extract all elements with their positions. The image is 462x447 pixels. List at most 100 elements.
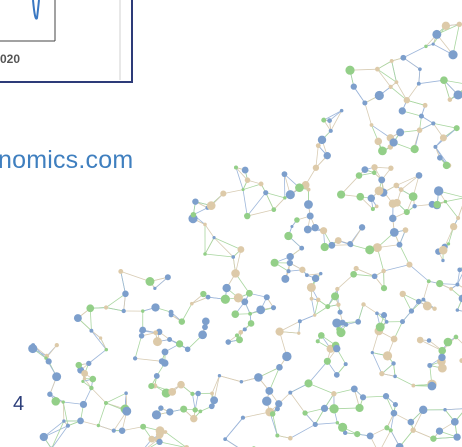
network-node — [199, 410, 203, 414]
network-node — [441, 259, 444, 262]
network-link — [290, 424, 315, 438]
network-node — [351, 83, 357, 89]
network-node — [46, 358, 52, 364]
network-node — [356, 172, 363, 179]
network-node — [86, 361, 91, 366]
network-node — [318, 136, 326, 144]
network-node — [122, 291, 129, 298]
network-node — [375, 67, 380, 72]
network-node — [375, 186, 384, 195]
network-link — [312, 299, 315, 315]
network-node — [307, 283, 316, 292]
network-node — [177, 381, 185, 389]
network-node — [146, 277, 155, 286]
network-node — [321, 118, 326, 123]
network-node — [340, 109, 344, 113]
network-node — [423, 302, 432, 311]
network-node — [372, 273, 378, 279]
network-node — [379, 371, 384, 376]
network-node — [202, 324, 208, 330]
network-node — [381, 269, 386, 274]
network-link — [400, 245, 410, 265]
network-node — [244, 213, 250, 219]
network-node — [403, 227, 409, 233]
network-node — [81, 370, 88, 377]
network-node — [320, 227, 327, 234]
network-node — [394, 183, 400, 189]
network-node — [431, 121, 435, 125]
network-node — [423, 103, 428, 108]
network-node — [81, 380, 84, 383]
network-link — [384, 265, 410, 271]
network-node — [222, 284, 230, 292]
network-node — [190, 302, 194, 306]
network-node — [263, 190, 268, 195]
network-node — [290, 225, 293, 228]
network-node — [262, 397, 271, 406]
network-node — [192, 407, 197, 412]
network-node — [80, 401, 87, 408]
network-node — [400, 319, 405, 324]
network-node — [158, 405, 163, 410]
network-link — [309, 383, 334, 393]
network-node — [307, 213, 314, 220]
network-node — [416, 299, 422, 305]
network-node — [304, 200, 313, 209]
network-link — [403, 46, 426, 57]
network-link — [91, 331, 106, 350]
network-node — [203, 223, 207, 227]
network-node — [122, 407, 131, 416]
network-node — [336, 303, 340, 307]
network-node — [436, 280, 443, 287]
network-node — [336, 421, 340, 425]
network-node — [344, 322, 348, 326]
network-node — [148, 436, 155, 443]
network-node — [381, 312, 387, 318]
network-node — [286, 253, 293, 260]
network-node — [51, 397, 60, 406]
network-node — [319, 272, 322, 275]
network-node — [331, 292, 339, 300]
network-link — [98, 425, 113, 430]
network-link — [409, 265, 428, 282]
network-node — [329, 404, 338, 413]
network-node — [167, 337, 172, 342]
network-node — [451, 418, 459, 426]
network-link — [300, 315, 315, 321]
network-node — [298, 319, 302, 323]
network-node — [454, 335, 459, 340]
network-node — [313, 422, 318, 427]
network-node — [248, 312, 252, 316]
network-node — [271, 207, 276, 212]
network-node — [218, 374, 221, 377]
network-node — [389, 215, 396, 222]
network-node — [122, 309, 126, 313]
network-node — [432, 30, 441, 39]
network-node — [243, 327, 247, 331]
network-link — [377, 61, 391, 69]
network-node — [265, 387, 273, 395]
network-node — [299, 267, 305, 273]
network-link — [365, 103, 372, 125]
network-node — [316, 339, 320, 343]
network-node — [225, 339, 231, 345]
network-node — [176, 340, 183, 347]
network-node — [428, 382, 437, 391]
network-node — [220, 191, 226, 197]
network-link — [121, 271, 126, 293]
network-node — [381, 285, 387, 291]
network-node — [378, 176, 385, 183]
network-node — [287, 260, 293, 266]
network-node — [185, 346, 191, 352]
network-node — [307, 188, 311, 192]
network-node — [97, 424, 100, 427]
network-link — [433, 123, 456, 128]
network-link — [377, 69, 390, 87]
network-node — [271, 305, 276, 310]
network-node — [168, 388, 176, 396]
network-node — [432, 307, 436, 311]
network-node — [40, 433, 48, 441]
network-node — [288, 436, 293, 441]
network-link — [243, 190, 247, 216]
network-node — [89, 329, 93, 333]
